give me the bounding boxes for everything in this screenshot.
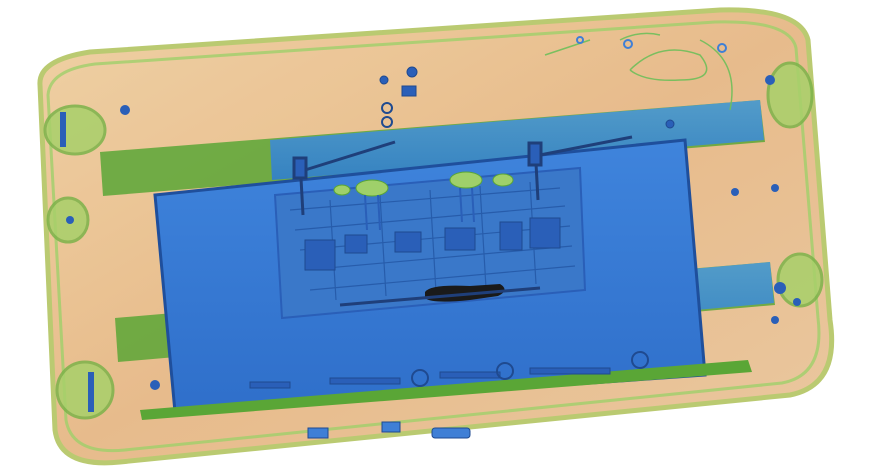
capacitor-legs — [364, 187, 475, 231]
small-rings — [576, 36, 727, 53]
device-green-base — [140, 360, 752, 420]
wheel-housings — [43, 61, 824, 420]
small-metal-items-bottom — [307, 421, 471, 439]
dense-connector — [339, 286, 541, 307]
rivets — [60, 75, 801, 412]
device-ports — [249, 351, 649, 389]
small-metal-items-top — [379, 66, 675, 129]
antennas — [292, 135, 633, 216]
capacitors — [333, 171, 514, 197]
top-handle-bar-metal — [270, 100, 764, 180]
circuit-components — [304, 217, 561, 271]
suitcase-frame — [46, 20, 821, 453]
